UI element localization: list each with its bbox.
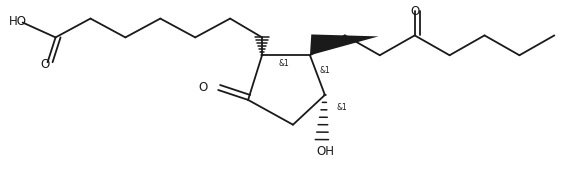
Text: &1: &1 (320, 66, 331, 75)
Polygon shape (310, 34, 378, 55)
Text: O: O (198, 81, 207, 94)
Text: O: O (410, 5, 420, 18)
Text: O: O (40, 58, 49, 71)
Text: HO: HO (9, 15, 26, 28)
Text: &1: &1 (278, 59, 289, 68)
Text: OH: OH (316, 145, 334, 158)
Text: &1: &1 (337, 103, 348, 112)
